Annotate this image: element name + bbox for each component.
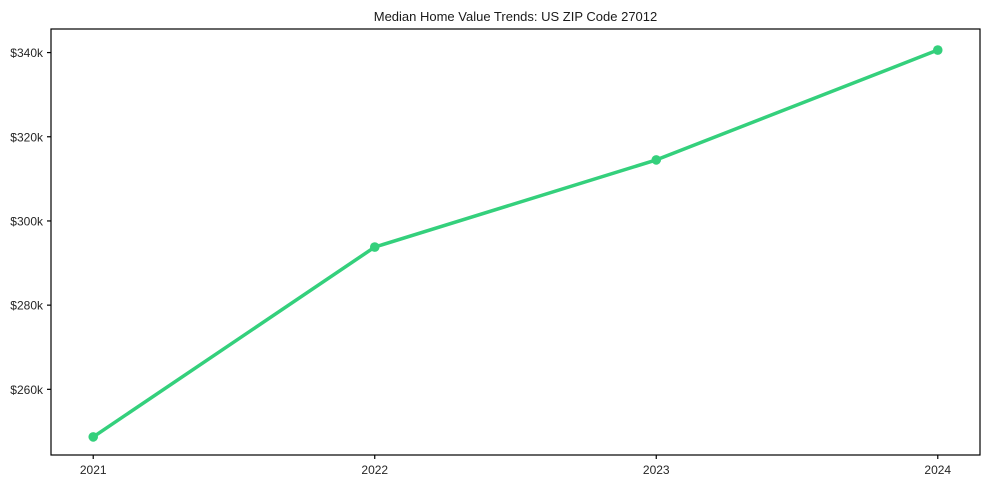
- data-point-marker: [369, 242, 380, 252]
- data-point-marker: [88, 432, 99, 442]
- x-tick-label: 2022: [361, 463, 388, 477]
- y-tick-label: $320k: [10, 130, 44, 144]
- x-tick-label: 2023: [643, 463, 670, 477]
- y-tick-label: $340k: [10, 46, 44, 60]
- plot-border: [50, 28, 981, 456]
- data-point-marker: [651, 155, 662, 165]
- x-tick-label: 2021: [80, 463, 107, 477]
- y-tick-label: $260k: [10, 383, 44, 397]
- x-tick-label: 2024: [924, 463, 951, 477]
- trend-line: [91, 48, 940, 439]
- y-tick-label: $300k: [10, 214, 44, 228]
- data-point-marker: [932, 45, 943, 55]
- y-tick-label: $280k: [10, 299, 44, 313]
- chart-title: Median Home Value Trends: US ZIP Code 27…: [373, 9, 658, 24]
